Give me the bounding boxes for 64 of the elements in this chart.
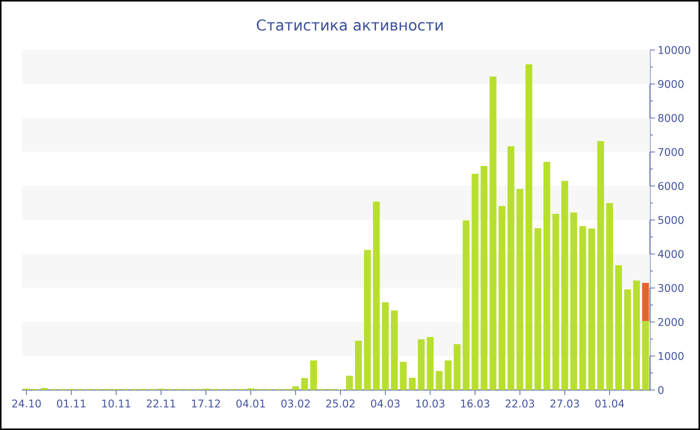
bar [561, 180, 568, 390]
x-tick-label: 25.02 [326, 400, 354, 408]
x-tick-label: 01.04 [595, 400, 624, 408]
bar [444, 360, 452, 390]
bar [579, 226, 586, 390]
bar [418, 339, 425, 390]
bar [642, 320, 649, 390]
x-tick-label: 01.11 [57, 400, 86, 408]
x-tick-label: 03.02 [281, 400, 310, 408]
y-tick-label: 6000 [658, 182, 684, 190]
bar [543, 162, 550, 390]
bar [408, 378, 416, 390]
y-tick-label: 7000 [658, 148, 684, 156]
bar [588, 228, 596, 390]
x-tick-label: 22.03 [506, 400, 534, 408]
x-tick-label: 16.03 [461, 400, 490, 408]
bar [508, 146, 514, 390]
chart-title: Статистика активности [256, 19, 443, 31]
bar [400, 362, 407, 390]
bar [436, 370, 443, 390]
bar [606, 202, 614, 390]
y-tick-label: 3000 [658, 284, 684, 292]
x-tick-label: 17.12 [192, 400, 220, 408]
bar [301, 378, 308, 390]
bar [382, 302, 389, 390]
bar [355, 340, 362, 390]
bar [426, 336, 434, 390]
x-tick-label: 04.01 [236, 400, 265, 408]
y-tick-label: 9000 [658, 80, 684, 88]
bar [633, 280, 640, 390]
bar [570, 212, 578, 390]
bar [472, 174, 478, 390]
bar [310, 360, 317, 390]
bar [364, 250, 371, 390]
y-tick-label: 10000 [658, 46, 690, 54]
bar [552, 214, 560, 390]
y-tick-label: 2000 [658, 318, 684, 326]
bar [462, 220, 470, 390]
bar [498, 206, 506, 390]
bar [615, 265, 622, 390]
x-tick-label: 04.03 [371, 400, 400, 408]
y-tick-label: 8000 [658, 114, 684, 122]
y-tick-label: 5000 [658, 216, 684, 224]
bar [480, 166, 488, 390]
bar [454, 344, 461, 390]
bar [292, 386, 300, 390]
y-tick-label: 4000 [658, 250, 684, 258]
bar [372, 202, 380, 390]
x-tick-label: 10.11 [102, 400, 130, 408]
x-tick-label: 22.11 [146, 400, 176, 408]
bar [390, 310, 398, 390]
bar [516, 189, 524, 390]
x-tick-label: 24.10 [12, 400, 41, 408]
bar [642, 282, 649, 321]
x-tick-label: 27.03 [550, 400, 579, 408]
bar [597, 141, 604, 390]
bar [490, 76, 496, 390]
y-tick-label: 0 [658, 386, 664, 394]
bar [346, 376, 353, 390]
x-tick-label: 10.03 [416, 400, 444, 408]
y-tick-label: 1000 [658, 352, 684, 360]
bar [525, 64, 532, 390]
bar [624, 289, 631, 390]
bar [534, 228, 542, 390]
